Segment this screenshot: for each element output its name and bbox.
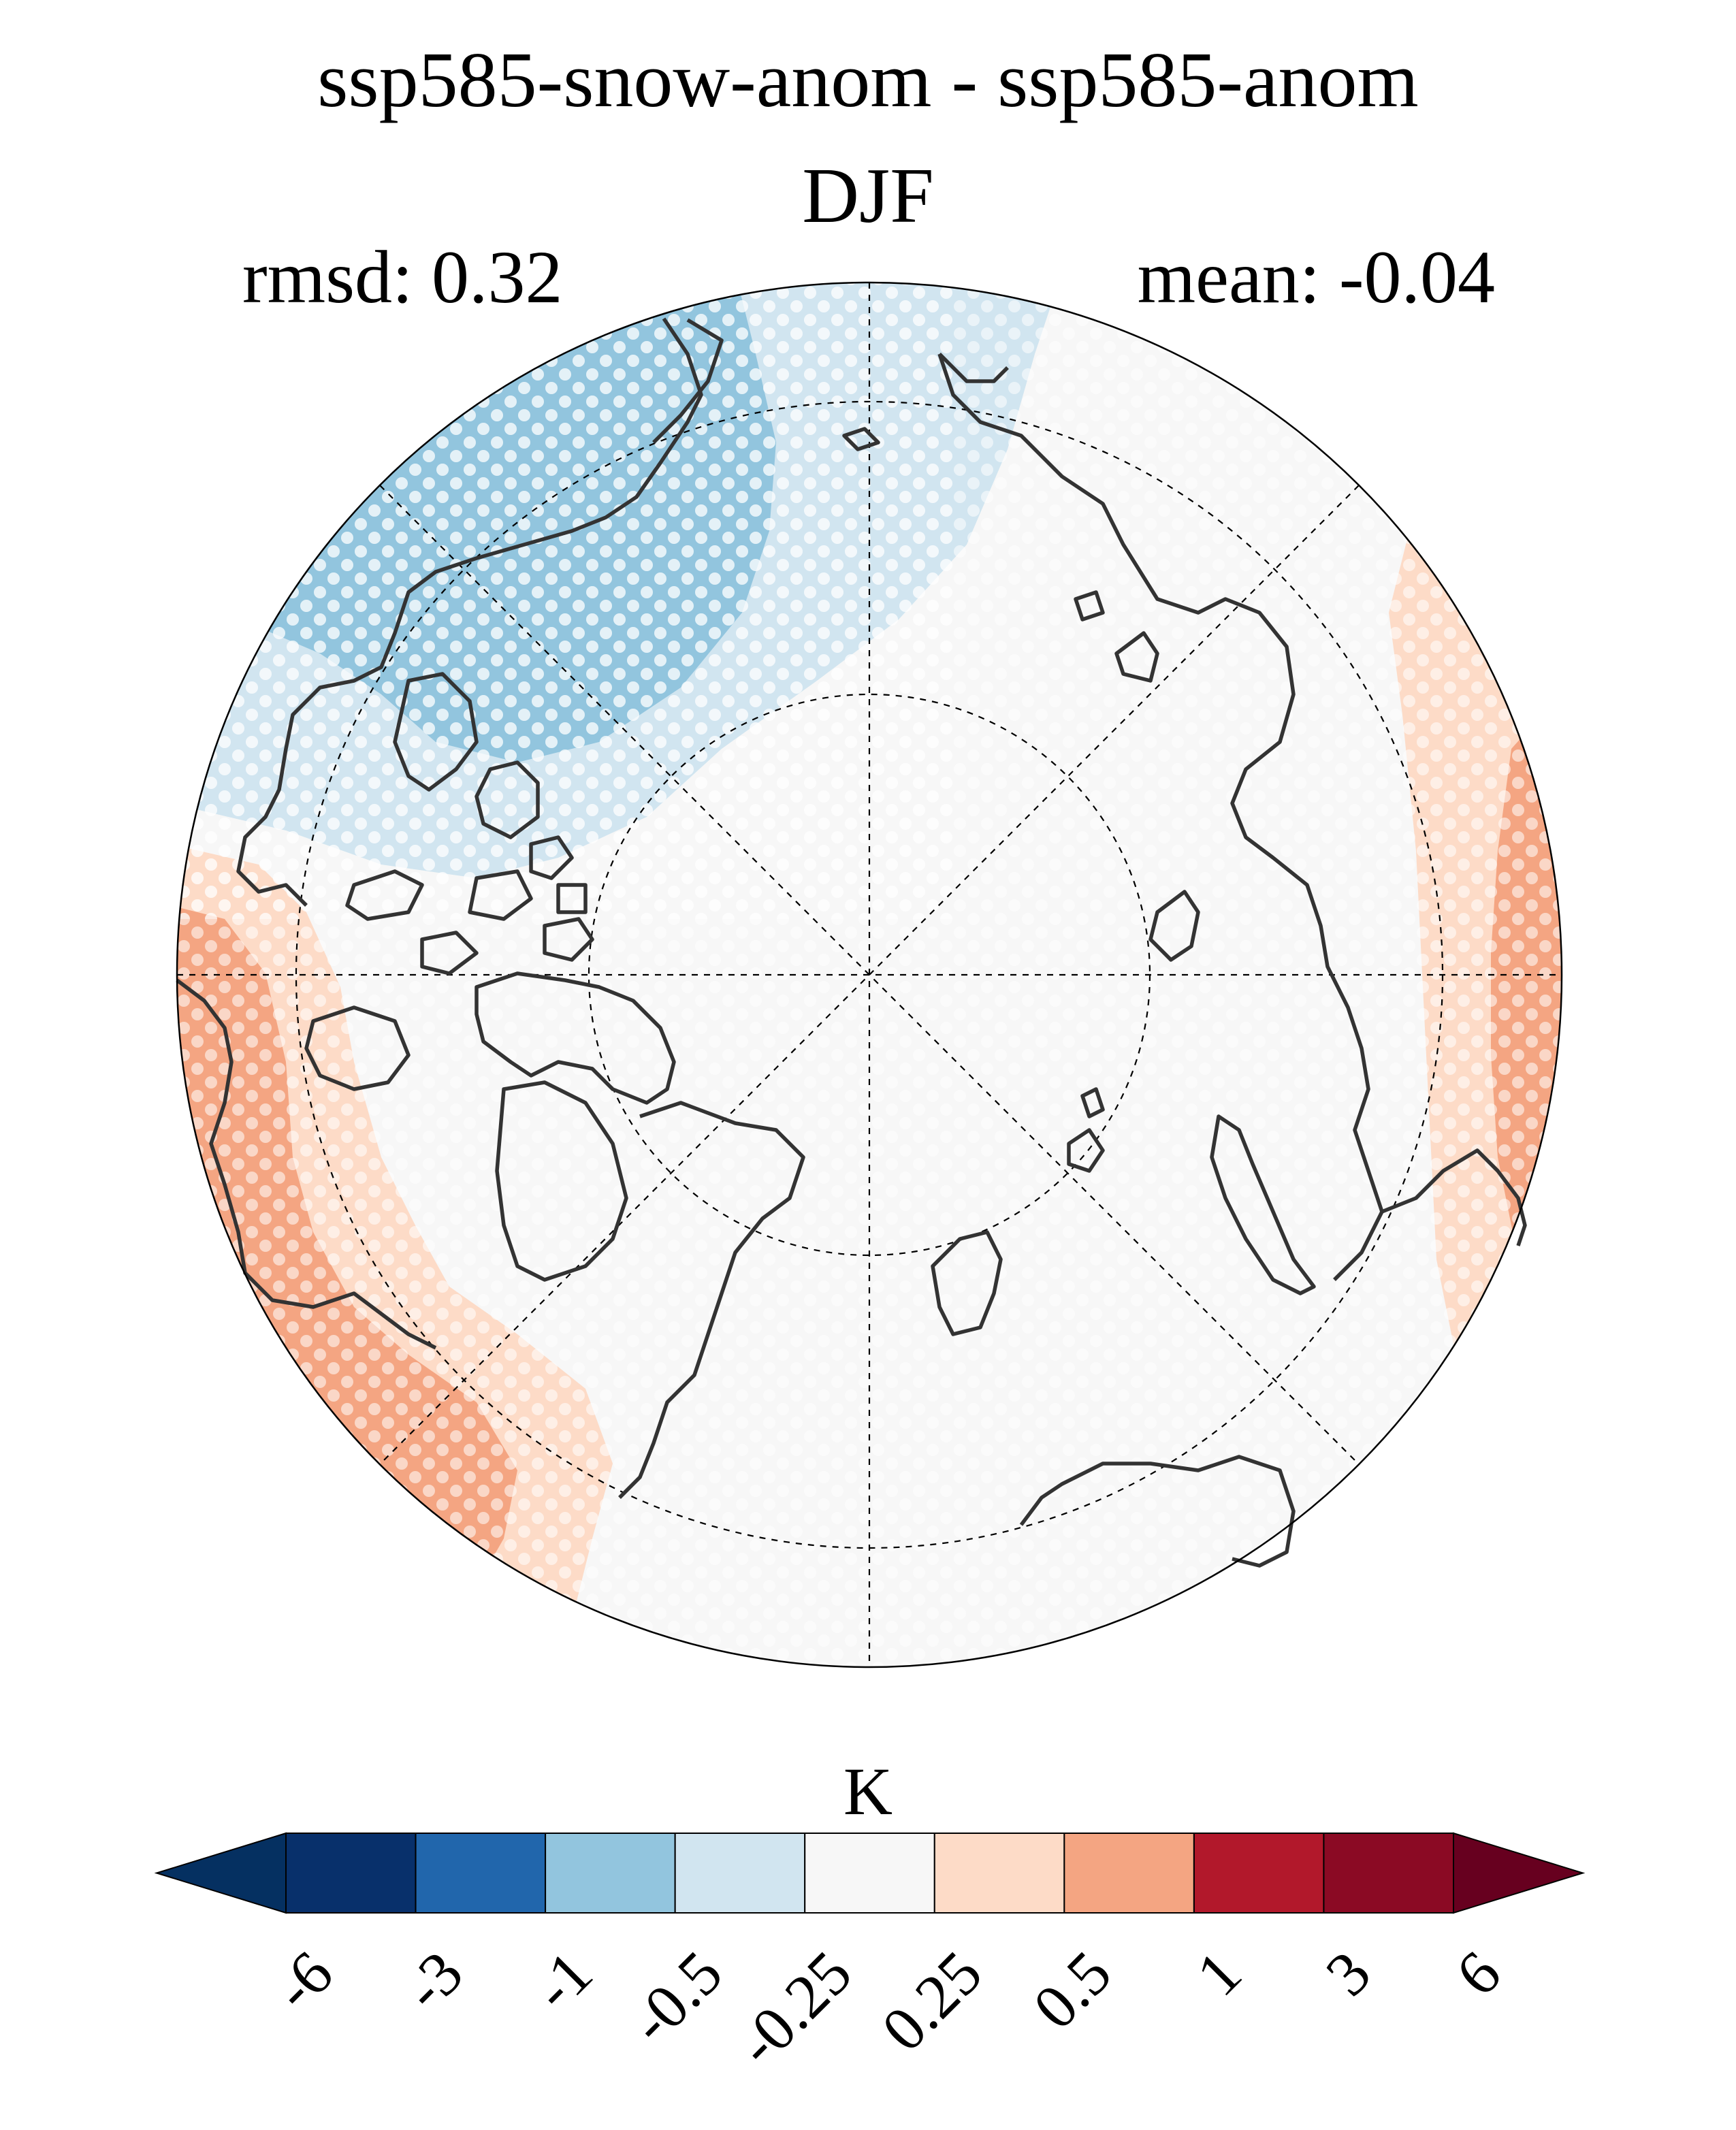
rmsd-stat: rmsd: 0.32 <box>242 236 563 319</box>
colorbar-segment <box>1323 1833 1455 1914</box>
greenland-east-coast <box>618 1101 805 1499</box>
colorbar-segment <box>545 1833 676 1914</box>
map-boundary <box>176 281 1563 1668</box>
hudson-bay-labrador-coast <box>176 978 437 1350</box>
franz-josef-land <box>1067 1087 1105 1173</box>
scandinavia-coast <box>1019 1455 1296 1568</box>
meridian-135-315 <box>379 485 1360 1465</box>
colorbar-unit-label: K <box>843 1754 893 1829</box>
season-label: DJF <box>802 152 934 240</box>
colorbar-extend-high <box>1453 1832 1586 1914</box>
figure-title: ssp585-snow-anom - ssp585-anom <box>317 37 1419 124</box>
colorbar-segment <box>415 1833 547 1914</box>
colorbar-segment <box>1193 1833 1325 1914</box>
severnaya-zemlya <box>1148 890 1200 962</box>
colorbar-segment <box>933 1833 1065 1914</box>
alaska-north-coast <box>652 318 724 444</box>
significance-stippling-strong <box>177 283 953 919</box>
alaska-canada-coast <box>236 317 703 907</box>
siberia-coast <box>937 353 1384 1281</box>
wrangel-island <box>842 427 880 451</box>
new-siberian-islands <box>1074 590 1159 683</box>
mean-stat: mean: -0.04 <box>1137 236 1495 319</box>
canadian-arctic-islands <box>345 672 594 975</box>
svalbard <box>931 1230 1003 1336</box>
novaya-zemlya <box>1210 1114 1316 1295</box>
colorbar-segment <box>1063 1833 1195 1914</box>
baffin-island <box>495 1080 628 1282</box>
colorbar-segment <box>804 1833 935 1914</box>
chukotka-coast <box>938 353 1009 383</box>
colorbar-extend-low <box>154 1832 287 1914</box>
hudson-bay-shore <box>304 1005 411 1091</box>
greenland-coast <box>475 971 676 1105</box>
colorbar-segment <box>674 1833 806 1914</box>
colorbar-segment <box>285 1833 417 1914</box>
coastlines <box>176 317 1527 1568</box>
siberia-south-coast <box>1381 1148 1527 1246</box>
graticule <box>177 283 1562 1667</box>
colorbar <box>154 1832 1586 1914</box>
